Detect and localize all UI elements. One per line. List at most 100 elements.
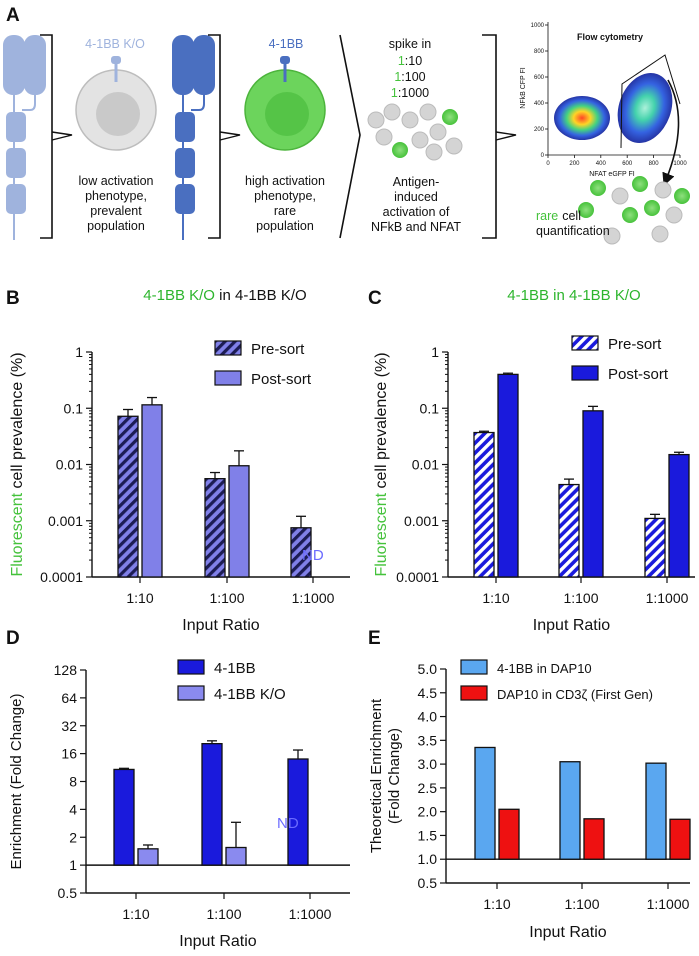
chart-e-legend-swatch: [460, 685, 488, 701]
chart-d-ytick: 1: [69, 857, 77, 873]
chart-c-bar: [558, 483, 580, 578]
chart-e: 5.0 4.5 4.0 3.5 3.0 2.5 2.0 1.5 1.0 0.5 1:10 1:100 1…: [368, 659, 691, 941]
flow-ytick: 0: [541, 153, 545, 159]
chart-d-bar: [113, 768, 135, 866]
rare-rest: cell: [562, 209, 581, 223]
chart-d-bar: [137, 848, 159, 866]
chart-c-title: 4-1BB in 4-1BB K/O: [507, 287, 640, 304]
bb-label: 4-1BB: [269, 37, 304, 51]
panel-letter-a: A: [6, 5, 20, 26]
chart-e-xtick-label: 1:1000: [647, 896, 690, 912]
chart-d-ytick: 64: [61, 690, 77, 706]
chart-b-ytick: 0.01: [56, 457, 83, 473]
chart-d-ytick: 0.5: [58, 885, 78, 901]
panel-letter-e: E: [368, 628, 381, 649]
chart-b-nd-label: ND: [302, 547, 324, 564]
quantification-label: quantification: [536, 224, 610, 238]
chart-c-legend-label: Post-sort: [608, 366, 669, 383]
chart-d-ytick: 16: [61, 746, 77, 762]
chart-e-ytick: 0.5: [418, 875, 438, 891]
chart-d-ytick: 32: [61, 718, 77, 734]
flow-xtick: 600: [622, 161, 633, 167]
chart-b-ylabel: Fluorescent cell prevalence (%): [9, 352, 26, 576]
bb-caption-2: phenotype,: [254, 189, 316, 203]
ko-cell-icon: [75, 56, 157, 151]
chart-e-xtick-label: 1:100: [564, 896, 599, 912]
ko-caption-2: phenotype,: [85, 189, 147, 203]
chart-c-xlabel: Input Ratio: [533, 617, 610, 634]
chart-e-ytick: 4.0: [418, 709, 438, 725]
flow-xtick: 0: [546, 161, 550, 167]
chart-b-bar: [141, 404, 163, 578]
chart-d-bar: [225, 846, 247, 866]
chart-b-bar: [228, 465, 250, 578]
chart-e-ylabel-line: (Fold Change): [386, 728, 403, 824]
chart-b-xtick-label: 1:1000: [292, 590, 335, 606]
chart-c: 4-1BB in 4-1BB K/O 1 0.1 0.01 0.001 0.0001 1:1…: [373, 287, 695, 634]
bb-caption-3: rare: [274, 204, 296, 218]
spike-caption-1: Antigen-: [393, 175, 440, 189]
chart-c-bar: [473, 431, 495, 578]
chart-d-xtick-label: 1:1000: [289, 906, 332, 922]
chart-d-legend-label: 4-1BB K/O: [214, 686, 286, 703]
chart-c-ytick: 0.0001: [396, 569, 439, 585]
chart-d-ytick: 4: [69, 801, 77, 817]
flow-xtick: 800: [649, 161, 660, 167]
chart-e-ytick: 2.5: [418, 780, 438, 796]
chart-b-bar: [204, 478, 226, 578]
chart-e-ytick: 5.0: [418, 661, 438, 677]
chart-c-ytick: 0.01: [412, 457, 439, 473]
chart-c-ytick: 0.001: [404, 513, 439, 529]
flow-ytick: 1000: [531, 23, 545, 29]
chart-e-xlabel: Input Ratio: [529, 924, 606, 941]
spike-caption-3: activation of: [383, 205, 450, 219]
ko-receptor-icon: [3, 35, 46, 240]
chart-e-ytick: 2.0: [418, 804, 438, 820]
spike-caption-4: NFkB and NFAT: [371, 220, 461, 234]
chart-c-xtick-label: 1:100: [563, 590, 598, 606]
chart-b-legend-label: Pre-sort: [251, 341, 305, 358]
chart-b-ytick: 0.0001: [40, 569, 83, 585]
ko-bracket: [40, 34, 53, 239]
chart-d-nd-label: ND: [277, 815, 299, 832]
ko-caption-4: population: [87, 219, 145, 233]
chart-c-legend-label: Pre-sort: [608, 336, 662, 353]
chart-c-xtick-label: 1:10: [482, 590, 509, 606]
flow-ytick: 200: [534, 127, 545, 133]
chart-e-bar: [583, 818, 605, 860]
chart-b-ytick: 1: [75, 344, 83, 360]
chart-b-ytick: 0.1: [64, 400, 84, 416]
chart-c-legend-swatch: [571, 365, 599, 381]
chart-c-ytick: 0.1: [420, 400, 440, 416]
merge-chevron: [339, 34, 361, 239]
bb-bracket: [208, 34, 221, 239]
chart-e-ylabel-line: Theoretical Enrichment: [368, 698, 385, 853]
spike-bracket-point: [495, 131, 517, 141]
chart-c-bar: [668, 453, 690, 578]
chart-d-ytick: 8: [69, 774, 77, 790]
chart-d-ytick: 2: [69, 829, 77, 845]
chart-d-legend-label: 4-1BB: [214, 660, 256, 677]
chart-c-ytick: 1: [431, 344, 439, 360]
flow-xtick: 1000: [673, 161, 687, 167]
chart-e-legend-label: DAP10 in CD3ζ (First Gen): [497, 687, 653, 702]
chart-c-bar: [497, 373, 519, 578]
spike-ratio-2: 1:100: [394, 70, 425, 84]
bb-bracket-point: [219, 131, 241, 141]
chart-b-legend-label: Post-sort: [251, 371, 312, 388]
chart-e-ytick: 1.0: [418, 851, 438, 867]
spike-ratio-3: 1:1000: [391, 86, 429, 100]
bb-caption-4: population: [256, 219, 314, 233]
chart-c-bar: [582, 410, 604, 578]
chart-b-title: 4-1BB K/O in 4-1BB K/O: [143, 287, 306, 304]
ko-bracket-point: [51, 131, 73, 141]
flow-ylabel: NFkB CFP FI: [520, 67, 527, 109]
chart-e-legend-label: 4-1BB in DAP10: [497, 661, 592, 676]
chart-e-ytick: 3.0: [418, 756, 438, 772]
chart-d-bar: [287, 758, 309, 866]
chart-d-legend-swatch: [177, 659, 205, 675]
chart-d-bar: [201, 743, 223, 866]
spike-ratios: 1:10 1:100 1:1000: [391, 54, 429, 100]
bb-caption-1: high activation: [245, 174, 325, 188]
